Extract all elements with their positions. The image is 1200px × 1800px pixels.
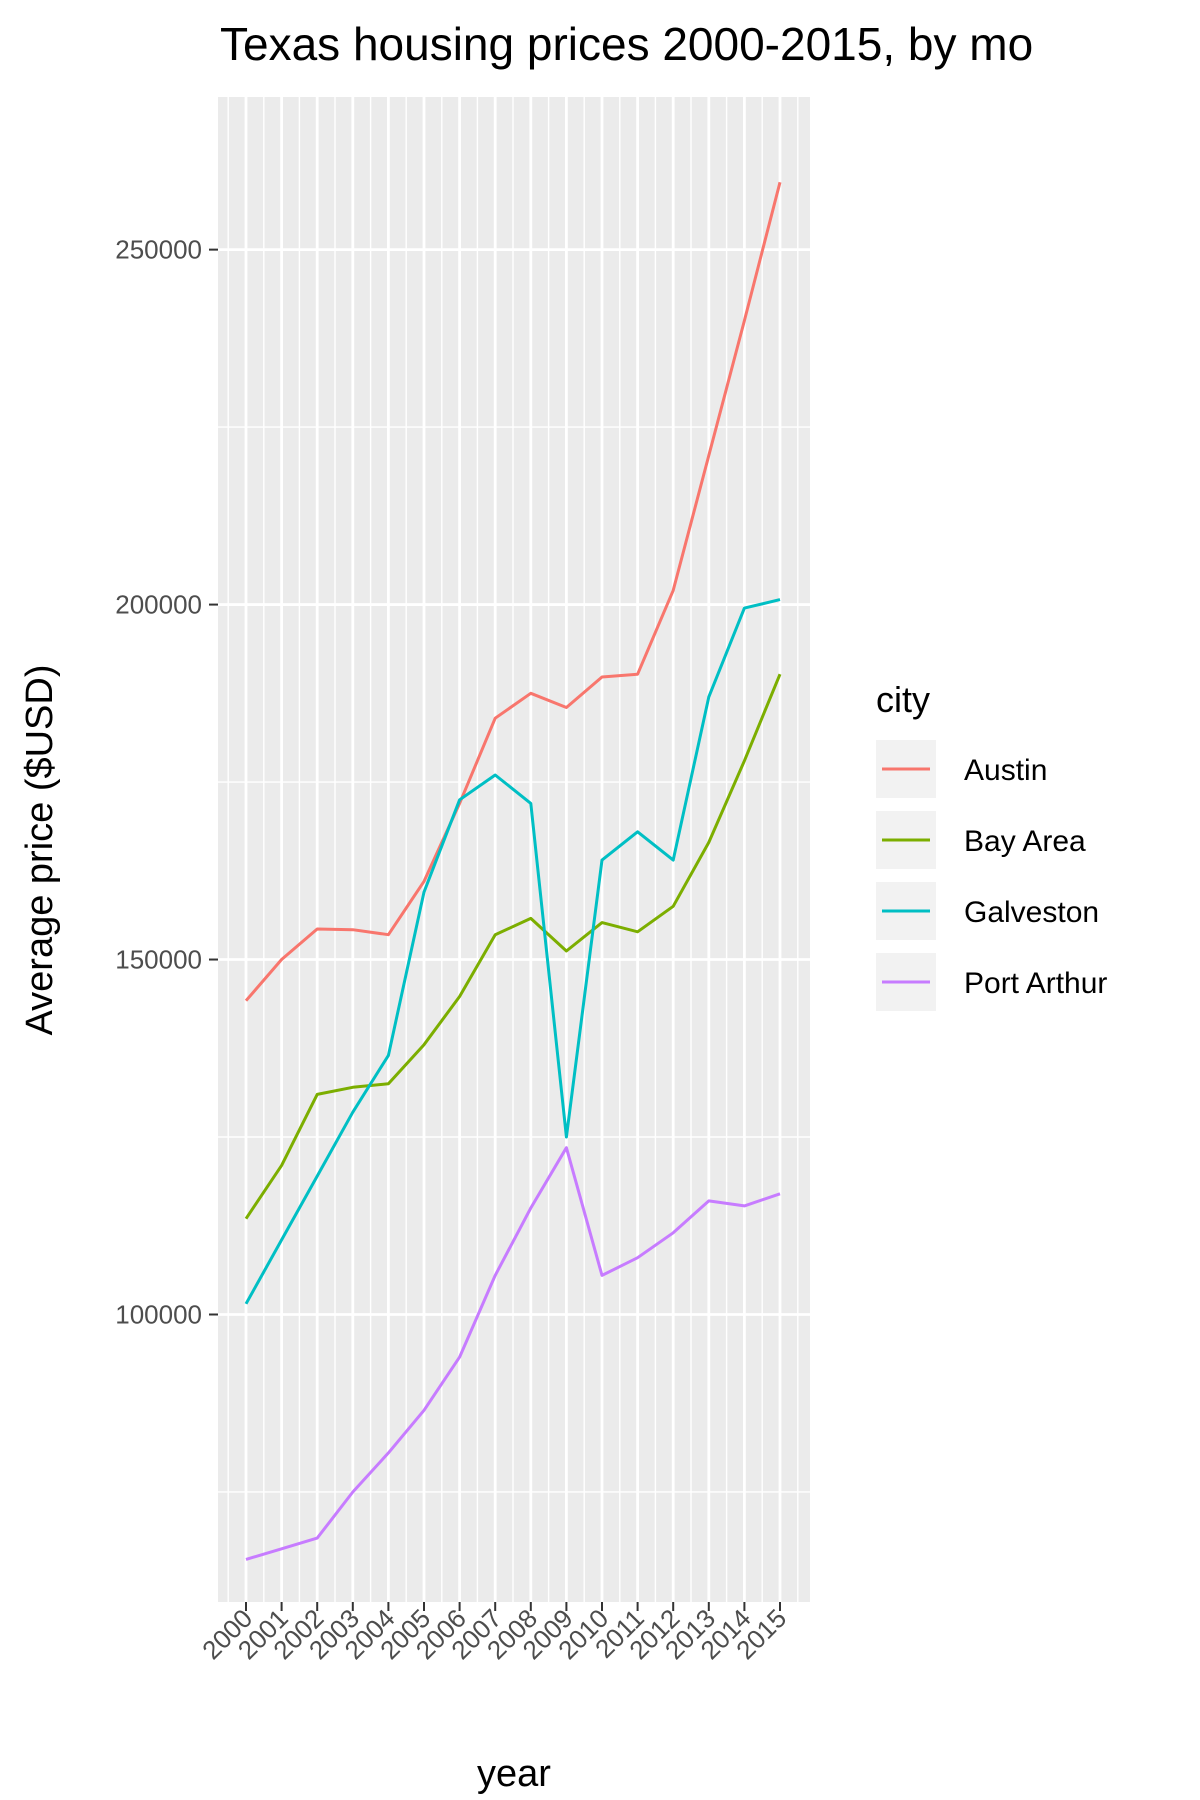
y-tick-label: 250000 bbox=[115, 235, 202, 265]
plot-panel bbox=[218, 97, 810, 1602]
series-line-bay-area bbox=[244, 673, 782, 1220]
legend-label-austin: Austin bbox=[964, 754, 1047, 787]
chart-title: Texas housing prices 2000-2015, by mo bbox=[220, 18, 1033, 70]
x-axis-title: year bbox=[477, 1753, 551, 1795]
y-tick-label: 150000 bbox=[115, 945, 202, 975]
legend-title: city bbox=[876, 679, 930, 720]
series-line-austin bbox=[244, 181, 782, 1002]
legend-label-port-arthur: Port Arthur bbox=[964, 967, 1107, 1000]
series-line-port-arthur bbox=[245, 1146, 781, 1561]
x-axis: 2000200120022003200420052006200720082009… bbox=[196, 1602, 792, 1665]
legend-items: Austin Bay Area Galveston Port Arthur bbox=[876, 740, 1107, 1011]
series-lines bbox=[244, 181, 782, 1561]
legend-label-bay-area: Bay Area bbox=[964, 825, 1086, 858]
legend: city Austin Bay Area Galveston Port Arthur bbox=[876, 679, 1107, 1011]
y-tick-label: 200000 bbox=[115, 590, 202, 620]
y-tick-label: 100000 bbox=[115, 1299, 202, 1329]
legend-label-galveston: Galveston bbox=[964, 896, 1099, 929]
y-axis: 100000 150000 200000 250000 bbox=[115, 235, 218, 1329]
gridlines bbox=[218, 97, 810, 1602]
y-axis-title: Average price ($USD) bbox=[19, 664, 61, 1035]
series-line-galveston bbox=[244, 598, 781, 1305]
